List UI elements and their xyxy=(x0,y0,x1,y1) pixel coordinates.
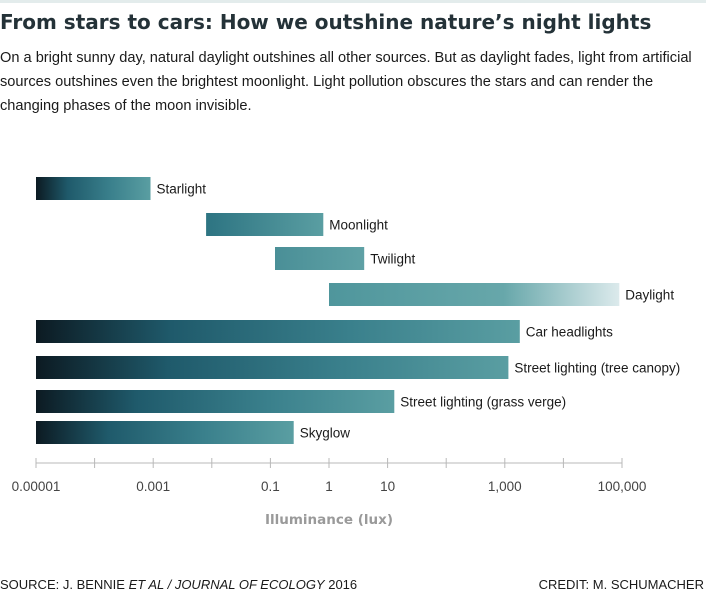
x-tick-label: 0.001 xyxy=(136,479,170,494)
source-journal: ET AL / JOURNAL OF ECOLOGY xyxy=(128,577,325,592)
bar-street-lighting-grass-verge xyxy=(36,390,395,413)
bar-street-lighting-tree-canopy xyxy=(36,356,509,379)
bar-label: Twilight xyxy=(370,252,415,267)
bars-layer: Starlight Moonlight Twilight Daylight Car he… xyxy=(36,177,680,444)
bar-label: Starlight xyxy=(157,182,207,197)
source-prefix: SOURCE: J. BENNIE xyxy=(0,577,129,592)
bar-twilight xyxy=(275,247,365,270)
x-tick-label: 1,000 xyxy=(488,479,522,494)
bar-label: Car headlights xyxy=(526,325,613,340)
source-credit: SOURCE: J. BENNIE ET AL / JOURNAL OF ECO… xyxy=(0,577,357,592)
x-axis: 0.00001 0.001 0.1 1 10 1,000 100,000 xyxy=(12,458,647,494)
bar-car-headlights xyxy=(36,320,520,343)
bar-starlight xyxy=(36,177,151,200)
bar-skyglow xyxy=(36,421,294,444)
x-tick-label: 1 xyxy=(325,479,333,494)
image-credit: CREDIT: M. SCHUMACHER xyxy=(538,577,704,592)
source-year: 2016 xyxy=(324,577,358,592)
bar-label: Street lighting (tree canopy) xyxy=(514,361,680,376)
bar-label: Daylight xyxy=(625,288,674,303)
top-rule xyxy=(0,0,706,3)
x-axis-title: Illuminance (lux) xyxy=(265,512,393,528)
chart-subtitle: On a bright sunny day, natural daylight … xyxy=(0,50,692,114)
chart-title: From stars to cars: How we outshine natu… xyxy=(0,10,652,34)
bar-daylight xyxy=(329,283,620,306)
bar-label: Street lighting (grass verge) xyxy=(400,395,566,410)
x-tick-label: 100,000 xyxy=(598,479,647,494)
bar-label: Skyglow xyxy=(300,426,351,441)
bar-label: Moonlight xyxy=(329,218,388,233)
bar-moonlight xyxy=(206,213,324,236)
x-tick-label: 0.00001 xyxy=(12,479,61,494)
x-tick-label: 0.1 xyxy=(261,479,280,494)
x-tick-label: 10 xyxy=(380,479,395,494)
